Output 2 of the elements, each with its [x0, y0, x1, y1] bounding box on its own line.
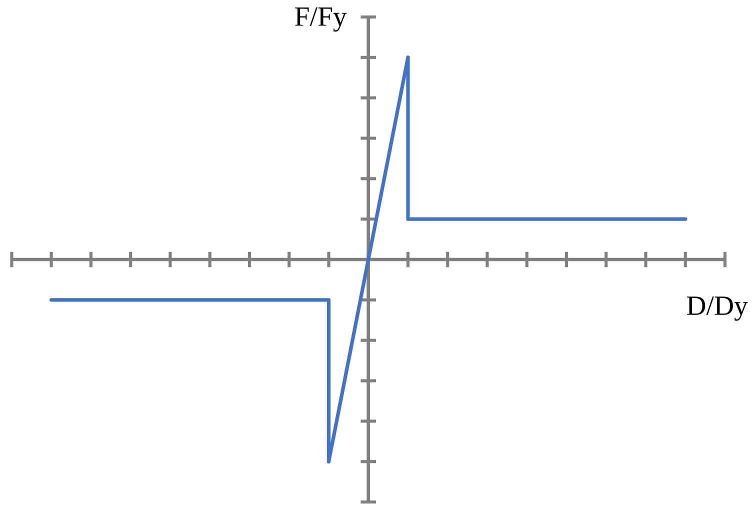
x-axis-title: D/Dy [686, 296, 748, 321]
y-axis-title: F/Fy [295, 7, 347, 32]
